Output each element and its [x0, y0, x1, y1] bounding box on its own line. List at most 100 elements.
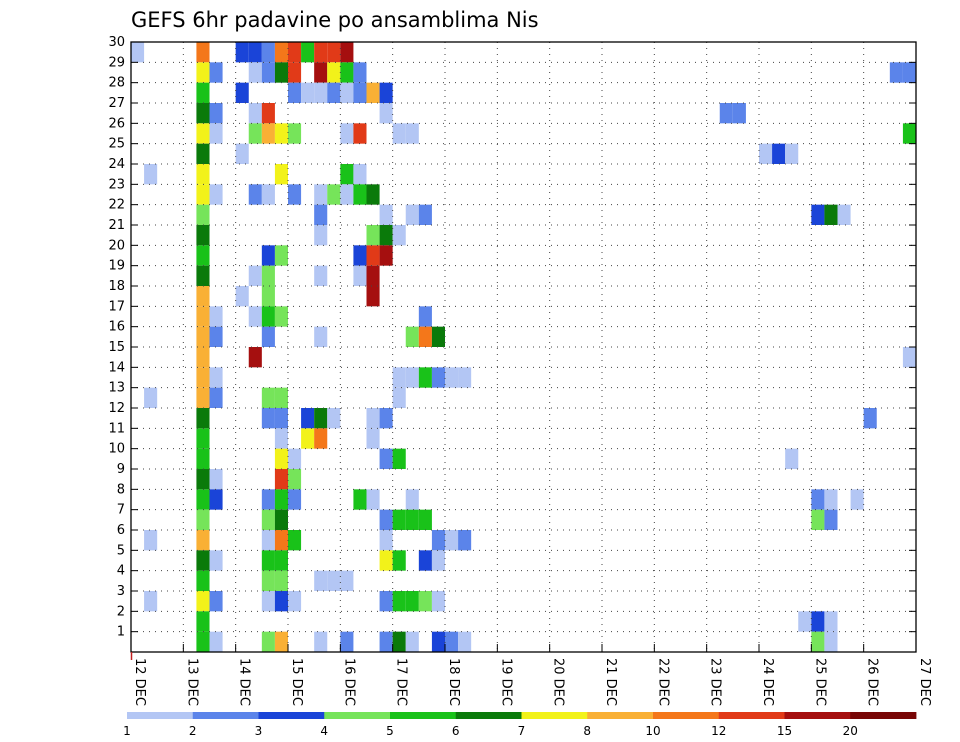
y-tick-label: 22	[108, 198, 125, 213]
heatmap-cell	[785, 143, 799, 164]
y-tick-label: 20	[108, 238, 125, 253]
heatmap-cell	[431, 367, 445, 388]
heatmap-cell	[431, 326, 445, 347]
heatmap-cell	[248, 184, 262, 205]
colorbar-segment	[455, 712, 522, 719]
x-tick-label: 19 DEC	[498, 658, 513, 706]
heatmap-cell	[431, 591, 445, 612]
heatmap-cell	[261, 591, 275, 612]
heatmap-cell	[902, 347, 916, 368]
colorbar-label: 1	[123, 724, 131, 738]
heatmap-cell	[301, 408, 315, 429]
x-tick-label: 27 DEC	[917, 658, 932, 706]
heatmap-cell	[772, 143, 786, 164]
heatmap-cell	[392, 367, 406, 388]
heatmap-cell	[288, 489, 302, 510]
heatmap-cell	[445, 631, 459, 652]
heatmap-cell	[196, 286, 210, 307]
heatmap-cell	[196, 387, 210, 408]
y-tick-label: 28	[108, 76, 125, 91]
y-tick-label: 12	[108, 401, 125, 416]
colorbar-label: 3	[255, 724, 263, 738]
heatmap-cell	[379, 448, 393, 469]
heatmap-cell	[274, 306, 288, 327]
y-tick-label: 1	[117, 625, 125, 640]
heatmap-cell	[759, 143, 773, 164]
heatmap-cell	[196, 265, 210, 286]
heatmap-cell	[327, 82, 341, 103]
heatmap-cell	[196, 509, 210, 530]
heatmap-cell	[196, 611, 210, 632]
heatmap-cell	[327, 42, 341, 63]
y-tick-label: 10	[108, 442, 125, 457]
heatmap-cell	[327, 184, 341, 205]
heatmap-cell	[314, 428, 328, 449]
heatmap-cell	[261, 509, 275, 530]
heatmap-cell	[824, 489, 838, 510]
heatmap-cell	[798, 611, 812, 632]
heatmap-cell	[458, 367, 472, 388]
heatmap-cell	[261, 184, 275, 205]
heatmap-cell	[379, 204, 393, 225]
heatmap-cell	[209, 184, 223, 205]
heatmap-cell	[288, 448, 302, 469]
heatmap-cell	[314, 326, 328, 347]
heatmap-cell	[288, 184, 302, 205]
heatmap-cell	[209, 550, 223, 571]
heatmap-cell	[850, 489, 864, 510]
x-tick-label: 26 DEC	[865, 658, 880, 706]
y-tick-label: 13	[108, 381, 125, 396]
x-tick-label: 22 DEC	[655, 658, 670, 706]
heatmap-cell	[288, 82, 302, 103]
heatmap-cell	[196, 123, 210, 144]
heatmap-cell	[458, 631, 472, 652]
heatmap-cell	[274, 530, 288, 551]
heatmap-cell	[314, 570, 328, 591]
heatmap-cell	[196, 143, 210, 164]
heatmap-cell	[261, 408, 275, 429]
heatmap-cell	[301, 82, 315, 103]
heatmap-cell	[196, 225, 210, 246]
heatmap-cell	[340, 631, 354, 652]
heatmap-cell	[196, 448, 210, 469]
heatmap-cell	[209, 387, 223, 408]
heatmap-cell	[261, 489, 275, 510]
heatmap-cell	[196, 204, 210, 225]
heatmap-cell	[261, 265, 275, 286]
heatmap-cell	[314, 225, 328, 246]
x-tick-label: 15 DEC	[289, 658, 304, 706]
heatmap-cell	[196, 408, 210, 429]
colorbar-segment	[324, 712, 391, 719]
heatmap-cell	[405, 489, 419, 510]
heatmap-cell	[863, 408, 877, 429]
heatmap-cell	[209, 367, 223, 388]
heatmap-cell	[340, 123, 354, 144]
x-tick-label: 23 DEC	[708, 658, 723, 706]
heatmap-cell	[196, 164, 210, 185]
heatmap-cell	[261, 550, 275, 571]
heatmap-cell	[418, 306, 432, 327]
heatmap-cell	[340, 42, 354, 63]
heatmap-cell	[889, 62, 903, 83]
heatmap-cell	[196, 347, 210, 368]
y-tick-label: 11	[108, 421, 125, 436]
heatmap-cell	[314, 82, 328, 103]
heatmap-cell	[405, 631, 419, 652]
colorbar-segment	[192, 712, 259, 719]
y-tick-label: 23	[108, 177, 125, 192]
heatmap-cell	[405, 591, 419, 612]
y-tick-label: 17	[108, 299, 125, 314]
heatmap-cell	[327, 62, 341, 83]
y-axis: 1234567891011121314151617181920212223242…	[108, 35, 916, 640]
y-tick-label: 18	[108, 279, 125, 294]
heatmap-cell	[392, 123, 406, 144]
heatmap-cell	[379, 631, 393, 652]
colorbar-segment	[390, 712, 457, 719]
heatmap-cell	[301, 428, 315, 449]
heatmap-cell	[811, 204, 825, 225]
heatmap-cell	[261, 103, 275, 124]
heatmap-cell	[274, 245, 288, 266]
y-tick-label: 2	[117, 604, 125, 619]
heatmap-cell	[261, 42, 275, 63]
heatmap-cell	[261, 387, 275, 408]
